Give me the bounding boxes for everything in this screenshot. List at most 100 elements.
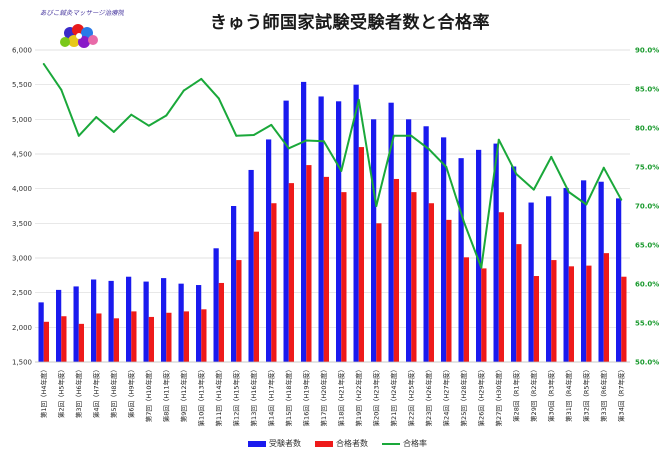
- bar-applicants: [423, 126, 429, 363]
- legend-label-applicants: 受験者数: [269, 439, 301, 448]
- point-rate: [602, 166, 605, 169]
- bar-applicants: [581, 180, 587, 362]
- bar-passed: [271, 203, 277, 362]
- bar-applicants: [73, 286, 79, 362]
- x-tick-label: 第21回（H24年度）: [389, 366, 398, 426]
- bar-applicants: [441, 137, 447, 362]
- point-rate: [567, 190, 570, 193]
- bar-passed: [61, 316, 67, 362]
- x-tick-label: 第22回（H25年度）: [406, 366, 415, 426]
- bar-passed: [551, 260, 557, 362]
- point-rate: [95, 116, 98, 119]
- bar-passed: [288, 183, 294, 362]
- x-tick-label: 第27回（H30年度）: [494, 366, 503, 426]
- point-rate: [235, 134, 238, 137]
- x-tick-label: 第34回（R7年度）: [616, 366, 625, 422]
- bar-passed: [341, 192, 347, 362]
- x-tick-label: 第19回（H22年度）: [354, 366, 363, 426]
- x-tick-label: 第20回（H23年度）: [371, 366, 380, 426]
- y-tick-label: 6,000: [12, 47, 32, 55]
- bar-applicants: [546, 196, 552, 362]
- x-tick-label: 第23回（H26年度）: [424, 366, 433, 426]
- bar-passed: [621, 276, 627, 362]
- bar-passed: [166, 312, 172, 362]
- series-line-rate: [42, 63, 623, 269]
- y2-tick-label: 90.0%: [635, 47, 659, 55]
- y-tick-label: 2,000: [12, 324, 32, 332]
- x-tick-label: 第11回（H14年度）: [214, 366, 223, 426]
- point-rate: [410, 134, 413, 137]
- point-rate: [427, 148, 430, 151]
- y-tick-label: 2,500: [12, 289, 32, 297]
- x-tick-label: 第9回（H12年度）: [179, 366, 188, 422]
- x-tick-label: 第17回（H20年度）: [319, 366, 328, 426]
- point-rate: [165, 114, 168, 117]
- bar-applicants: [301, 81, 307, 362]
- legend-applicants: 受験者数: [248, 438, 301, 449]
- y-tick-label: 1,500: [12, 359, 32, 367]
- bar-applicants: [563, 187, 569, 362]
- x-tick-label: 第5回（H8年度）: [109, 366, 118, 418]
- point-rate: [130, 113, 133, 116]
- chart-title: きゅう師国家試験受験者数と合格率: [210, 13, 490, 33]
- legend-label-passed: 合格者数: [336, 439, 368, 448]
- chart-legend: 受験者数 合格者数 合格率: [248, 438, 427, 449]
- x-tick-label: 第2回（H5年度）: [56, 366, 65, 418]
- bar-passed: [603, 253, 609, 362]
- y2-tick-label: 60.0%: [635, 281, 659, 289]
- x-tick-label: 第29回（R2年度）: [529, 366, 538, 422]
- bar-passed: [463, 257, 469, 362]
- y-tick-label: 5,500: [12, 81, 32, 89]
- bar-passed: [481, 268, 487, 362]
- point-rate: [515, 173, 518, 176]
- bar-applicants: [56, 289, 62, 362]
- bar-passed: [446, 219, 452, 362]
- bar-passed: [236, 260, 242, 362]
- x-tick-label: 第8回（H11年度）: [161, 366, 170, 422]
- point-rate: [60, 88, 63, 91]
- bar-applicants: [126, 276, 132, 362]
- point-rate: [357, 98, 360, 101]
- point-rate: [270, 123, 273, 126]
- point-rate: [392, 134, 395, 137]
- bar-passed: [306, 165, 312, 362]
- point-rate: [200, 77, 203, 80]
- y-tick-label: 3,000: [12, 255, 32, 263]
- flower-logo-icon: あびこ鍼灸マッサージ治療院: [40, 9, 126, 48]
- x-tick-label: 第18回（H21年度）: [336, 366, 345, 426]
- point-rate: [42, 63, 45, 66]
- legend-swatch-passed: [315, 440, 333, 447]
- bar-passed: [586, 265, 592, 362]
- x-tick-label: 第24回（H27年度）: [441, 366, 450, 426]
- bar-applicants: [458, 158, 464, 362]
- bar-passed: [393, 178, 399, 362]
- x-tick-label: 第4回（H7年度）: [91, 366, 100, 418]
- y-tick-label: 4,000: [12, 185, 32, 193]
- y-tick-label: 5,000: [12, 116, 32, 124]
- point-rate: [585, 203, 588, 206]
- bar-applicants: [108, 280, 114, 362]
- point-rate: [305, 139, 308, 142]
- legend-swatch-applicants: [248, 440, 266, 447]
- y-tick-label: 3,500: [12, 220, 32, 228]
- bar-passed: [411, 192, 417, 362]
- point-rate: [147, 124, 150, 127]
- point-rate: [462, 220, 465, 223]
- bar-passed: [131, 311, 137, 362]
- bar-applicants: [598, 181, 604, 362]
- x-tick-label: 第28回（R1年度）: [511, 366, 520, 422]
- bar-applicants: [213, 248, 219, 362]
- clinic-logo: あびこ鍼灸マッサージ治療院: [40, 6, 126, 58]
- bar-applicants: [143, 281, 149, 362]
- x-tick-label: 第14回（H17年度）: [266, 366, 275, 426]
- bar-applicants: [371, 119, 377, 362]
- x-tick-label: 第3回（H6年度）: [74, 366, 83, 418]
- bar-passed: [43, 321, 49, 362]
- y2-tick-label: 50.0%: [635, 359, 659, 367]
- bar-applicants: [266, 139, 272, 362]
- bar-passed: [148, 316, 154, 362]
- point-rate: [480, 266, 483, 269]
- bar-applicants: [406, 119, 412, 362]
- x-tick-label: 第13回（H16年度）: [249, 366, 258, 426]
